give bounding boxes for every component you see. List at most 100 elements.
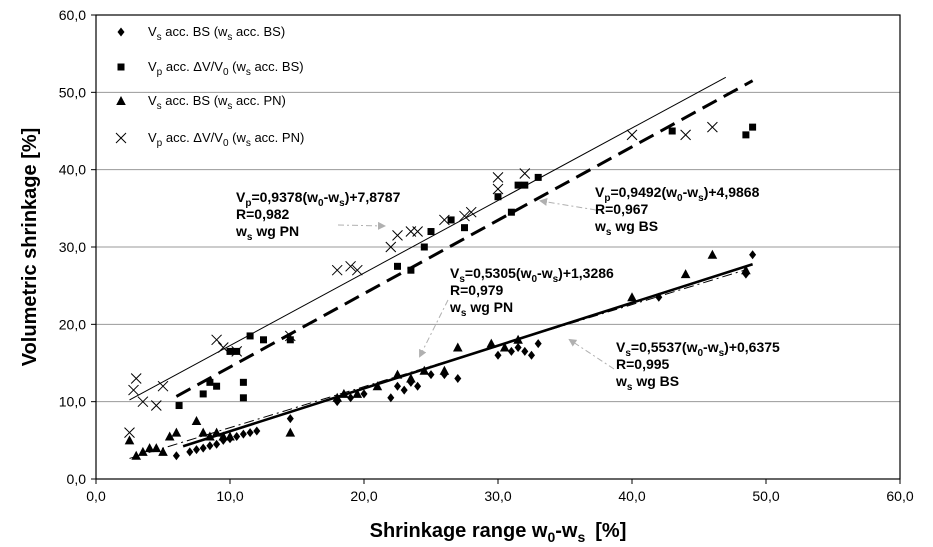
square-point: [461, 224, 468, 232]
triangle-point: [332, 392, 342, 402]
cross-point: [217, 342, 229, 353]
cross-stroke: [351, 264, 363, 276]
square-point: [420, 243, 428, 251]
cross-stroke: [412, 226, 423, 237]
legend-item-diamond: Vs acc. BS (ws acc. BS): [117, 24, 285, 43]
cross-point: [130, 373, 142, 384]
annotation-line: ws wg PN: [235, 223, 299, 243]
diamond-point: [427, 370, 435, 380]
diamond-point: [534, 339, 542, 349]
cross-point: [492, 172, 504, 183]
cross-point: [385, 241, 397, 253]
diamond-point: [507, 346, 515, 356]
square-point: [226, 347, 234, 355]
cross-stroke: [217, 342, 229, 353]
diamond-point: [206, 441, 214, 451]
triangle-point: [439, 365, 450, 375]
cross-stroke: [680, 129, 691, 141]
triangle-point: [191, 416, 202, 425]
x-tick-label: 20,0: [350, 488, 377, 504]
cross-stroke: [137, 396, 149, 408]
annotation-line: ws wg BS: [594, 218, 658, 238]
annotation-leader-arrow: [419, 299, 449, 358]
triangle-point: [144, 443, 155, 453]
legend-item-square: Vp acc. ΔV/V0 (ws acc. BS): [117, 59, 304, 78]
cross-point: [492, 183, 504, 195]
cross-point: [351, 264, 363, 276]
square-point: [206, 378, 214, 386]
diamond-point: [239, 429, 247, 439]
cross-point: [211, 334, 222, 346]
triangle-point: [164, 431, 175, 441]
square-point: [286, 336, 294, 344]
square-point: [199, 390, 207, 398]
diamond-point: [514, 343, 522, 353]
triangle-point: [211, 427, 222, 437]
diamond-point: [213, 439, 221, 449]
annotation-line: ws wg PN: [449, 299, 513, 319]
diamond-point: [414, 381, 422, 391]
triangle-point: [138, 446, 148, 456]
triangle-point: [707, 249, 718, 259]
diamond-point: [394, 381, 401, 391]
cross-point: [459, 210, 470, 222]
y-tick-label: 10,0: [59, 394, 86, 410]
diamond-point: [193, 445, 200, 455]
cross-stroke: [157, 380, 169, 392]
cross-stroke: [345, 260, 356, 272]
cross-stroke: [459, 210, 470, 222]
x-tick-label: 30,0: [484, 488, 511, 504]
cross-stroke: [492, 172, 504, 183]
diamond-point: [233, 431, 241, 441]
series-cross: [124, 121, 718, 438]
cross-point: [331, 264, 343, 276]
diamond-point: [655, 292, 663, 302]
x-tick-label: 50,0: [752, 488, 779, 504]
cross-stroke: [231, 346, 243, 357]
cross-point: [412, 226, 423, 237]
diamond-point: [253, 426, 261, 436]
square-point: [239, 378, 247, 386]
diamond-point: [528, 350, 535, 360]
x-tick-label: 40,0: [618, 488, 645, 504]
cross-point: [124, 427, 135, 438]
triangle-point: [352, 388, 363, 398]
triangle-point: [205, 431, 215, 441]
cross-point: [157, 380, 169, 392]
diamond-point: [246, 428, 254, 438]
triangle-point: [406, 373, 416, 383]
diamond-point: [494, 350, 502, 360]
cross-point: [707, 121, 718, 133]
square-point: [507, 208, 515, 216]
legend-label: Vs acc. BS (ws acc. PN): [148, 93, 286, 112]
triangle-point: [285, 427, 296, 437]
x-tick-label: 60,0: [886, 488, 913, 504]
triangle-point: [218, 431, 229, 441]
cross-point: [392, 230, 403, 241]
annotation-line: Vs=0,5305(w0-ws)+1,3286: [450, 265, 614, 285]
series-square: [175, 123, 757, 410]
cross-point: [439, 214, 450, 226]
cross-stroke: [492, 183, 504, 195]
cross-point: [150, 400, 162, 411]
square-point: [213, 382, 221, 390]
legend-item-triangle: Vs acc. BS (ws acc. PN): [116, 93, 286, 112]
triangle-point: [171, 427, 182, 437]
annotation-line: Vp=0,9492(w0-ws)+4,9868: [595, 184, 760, 204]
series-triangle: [124, 249, 751, 460]
diamond-point: [387, 393, 395, 403]
triangle-point: [513, 334, 523, 344]
triangle-point: [627, 292, 637, 302]
trendline-thin-solid: [129, 76, 727, 401]
cross-stroke: [465, 206, 477, 218]
cross-point: [345, 260, 356, 272]
annotation-leader-arrow: [539, 198, 597, 211]
square-point: [447, 216, 455, 224]
annotation-line: Vp=0,9378(w0-ws)+7,8787: [236, 189, 401, 209]
cross-point: [128, 384, 139, 396]
cross-point: [137, 396, 149, 408]
cross-stroke: [385, 241, 397, 253]
